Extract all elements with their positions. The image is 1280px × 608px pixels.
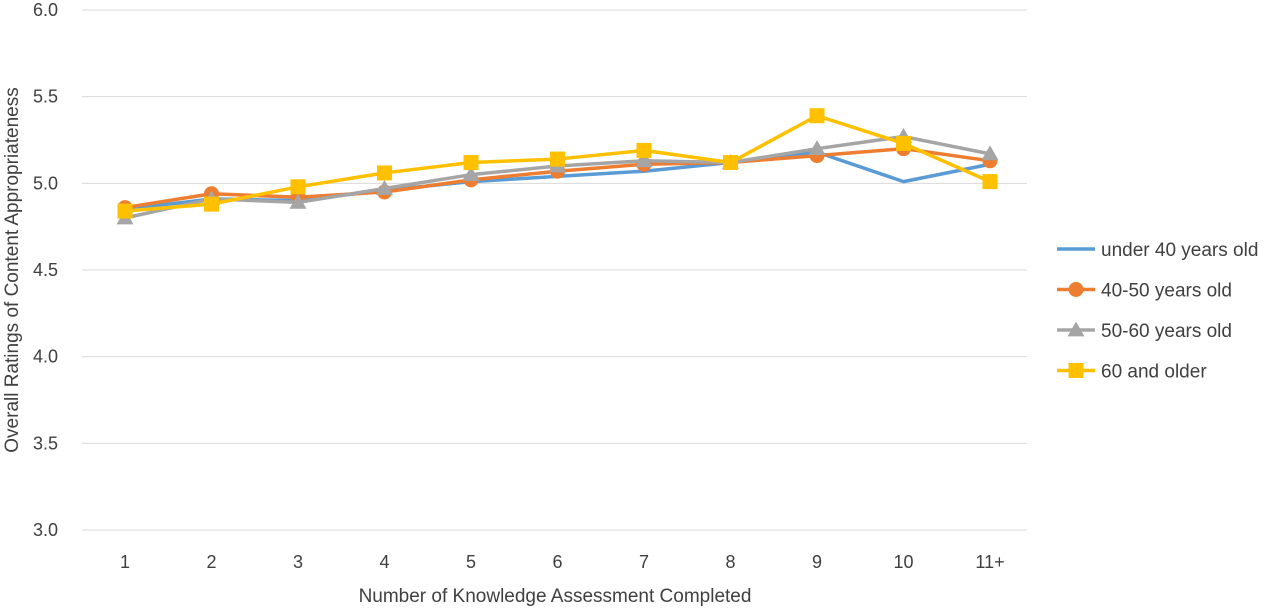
data-point-marker xyxy=(808,140,826,156)
data-point-marker xyxy=(550,151,565,167)
x-tick-label: 1 xyxy=(120,552,130,572)
x-tick-label: 10 xyxy=(893,552,913,572)
x-axis-tick-labels: 1 2 3 4 5 6 7 8 9 10 11+ xyxy=(120,552,1005,572)
y-tick-label: 3.5 xyxy=(33,433,58,453)
data-point-marker xyxy=(377,165,392,181)
x-tick-label: 2 xyxy=(206,552,216,572)
data-point-marker xyxy=(981,145,999,161)
data-point-marker xyxy=(289,193,307,209)
data-point-marker xyxy=(290,179,306,195)
legend-item: 40-50 years old xyxy=(1057,281,1232,302)
series-3 xyxy=(117,108,998,219)
data-point-marker xyxy=(462,166,480,182)
data-point-marker xyxy=(463,155,479,171)
x-tick-label: 9 xyxy=(812,552,822,572)
y-axis-title: Overall Ratings of Content Appropriatene… xyxy=(2,87,23,452)
x-tick-label: 3 xyxy=(293,552,303,572)
data-point-marker xyxy=(117,203,133,219)
data-point-marker xyxy=(982,174,998,190)
legend-label: 50-60 years old xyxy=(1101,321,1232,342)
y-tick-label: 4.5 xyxy=(33,260,58,280)
x-tick-label: 11+ xyxy=(975,552,1004,572)
data-point-marker xyxy=(635,152,653,168)
y-axis-tick-labels: 3.0 3.5 4.0 4.5 5.0 5.5 6.0 xyxy=(33,0,58,540)
legend-label: under 40 years old xyxy=(1101,240,1258,261)
legend-swatch-marker xyxy=(1068,363,1084,378)
x-tick-label: 5 xyxy=(466,552,476,572)
x-tick-label: 8 xyxy=(725,552,735,572)
gridlines xyxy=(82,9,1027,531)
data-point-marker xyxy=(896,135,911,151)
y-tick-label: 3.0 xyxy=(33,520,58,540)
data-point-marker xyxy=(809,108,825,124)
y-tick-label: 4.0 xyxy=(33,347,58,367)
legend-item: 60 and older xyxy=(1057,362,1207,383)
x-tick-label: 4 xyxy=(379,552,389,572)
y-tick-label: 6.0 xyxy=(33,0,58,20)
legend-item: under 40 years old xyxy=(1057,240,1258,261)
data-point-marker xyxy=(636,142,652,158)
x-tick-label: 6 xyxy=(552,552,562,572)
legend-swatch-marker xyxy=(1067,321,1085,337)
legend-label: 40-50 years old xyxy=(1101,281,1232,302)
legend-item: 50-60 years old xyxy=(1057,321,1232,342)
legend-swatch-marker xyxy=(1068,282,1084,297)
legend-label: 60 and older xyxy=(1101,362,1207,383)
legend: under 40 years old 40-50 years old 50-60 y… xyxy=(1057,240,1258,383)
x-axis-title: Number of Knowledge Assessment Completed xyxy=(359,586,752,607)
data-point-marker xyxy=(376,180,393,195)
x-tick-label: 7 xyxy=(639,552,649,572)
y-tick-label: 5.5 xyxy=(33,87,58,107)
data-point-marker xyxy=(723,155,738,171)
series-layer xyxy=(116,108,999,225)
data-point-marker xyxy=(204,196,219,212)
y-tick-label: 5.0 xyxy=(33,173,58,193)
